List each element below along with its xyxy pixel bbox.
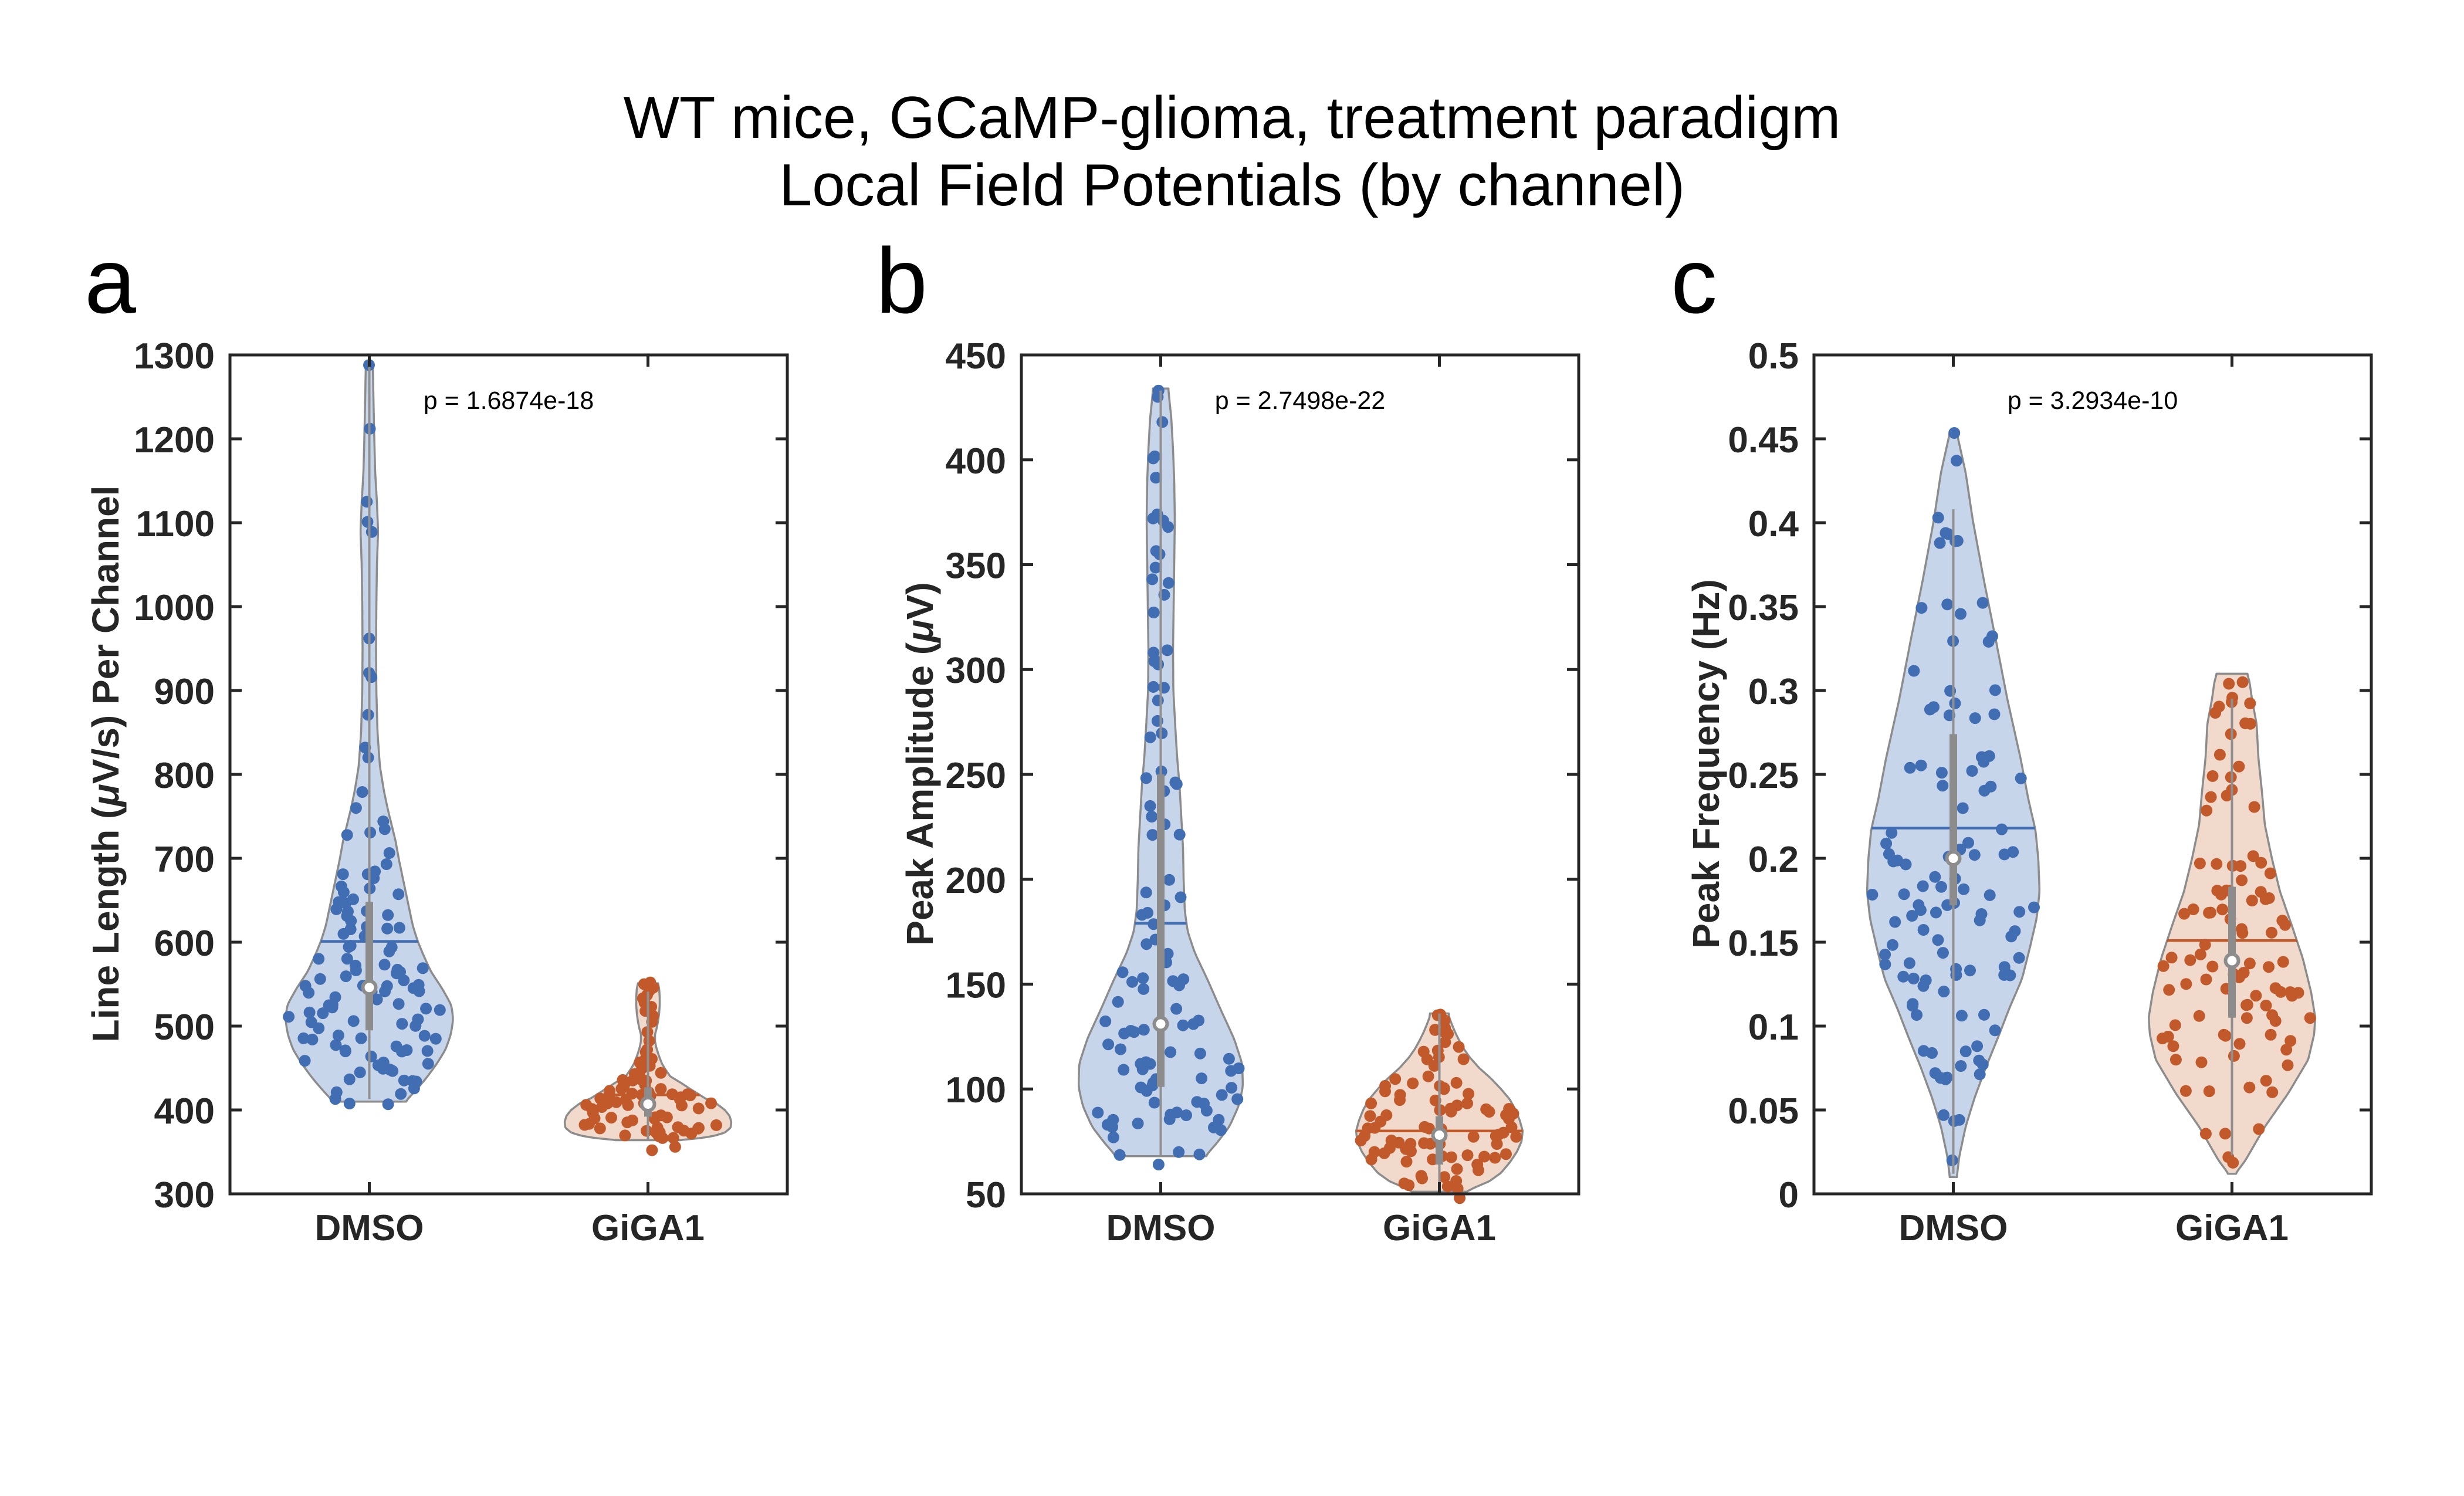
svg-text:1300: 1300 — [134, 336, 215, 377]
svg-text:400: 400 — [154, 1091, 215, 1132]
svg-text:WT mice, GCaMP-glioma, treatme: WT mice, GCaMP-glioma, treatment paradig… — [624, 85, 1841, 151]
svg-text:0.35: 0.35 — [1728, 588, 1799, 628]
svg-text:200: 200 — [946, 861, 1006, 901]
svg-text:300: 300 — [946, 651, 1006, 691]
svg-text:0.25: 0.25 — [1728, 756, 1799, 796]
svg-text:100: 100 — [946, 1070, 1006, 1111]
svg-text:0.3: 0.3 — [1748, 672, 1799, 712]
svg-text:Peak Amplitude (μV): Peak Amplitude (μV) — [899, 582, 941, 945]
svg-text:Line Length (μV/s) Per Channel: Line Length (μV/s) Per Channel — [84, 486, 127, 1043]
svg-text:p = 3.2934e-10: p = 3.2934e-10 — [2008, 387, 2178, 415]
svg-text:1200: 1200 — [134, 420, 215, 461]
svg-text:Peak Frequency (Hz): Peak Frequency (Hz) — [1685, 579, 1727, 949]
svg-text:b: b — [876, 229, 928, 333]
svg-text:0.2: 0.2 — [1748, 840, 1799, 880]
svg-text:DMSO: DMSO — [315, 1208, 424, 1248]
svg-text:a: a — [84, 229, 136, 333]
svg-text:p = 1.6874e-18: p = 1.6874e-18 — [424, 387, 594, 415]
svg-text:DMSO: DMSO — [1899, 1208, 2008, 1248]
svg-text:50: 50 — [966, 1175, 1006, 1216]
svg-text:0.15: 0.15 — [1728, 923, 1799, 964]
svg-text:250: 250 — [946, 756, 1006, 796]
svg-text:450: 450 — [946, 336, 1006, 377]
svg-text:0.05: 0.05 — [1728, 1091, 1799, 1132]
svg-text:c: c — [1671, 229, 1717, 333]
svg-text:GiGA1: GiGA1 — [591, 1208, 705, 1248]
svg-text:0.4: 0.4 — [1748, 504, 1799, 544]
svg-text:GiGA1: GiGA1 — [1383, 1208, 1496, 1248]
svg-text:600: 600 — [154, 923, 215, 964]
svg-text:300: 300 — [154, 1175, 215, 1216]
svg-text:0.1: 0.1 — [1748, 1007, 1799, 1048]
svg-text:0: 0 — [1779, 1175, 1799, 1216]
svg-text:GiGA1: GiGA1 — [2175, 1208, 2289, 1248]
svg-text:350: 350 — [946, 546, 1006, 587]
svg-text:0.45: 0.45 — [1728, 420, 1799, 461]
svg-text:1100: 1100 — [136, 504, 215, 544]
svg-text:150: 150 — [946, 966, 1006, 1006]
svg-text:900: 900 — [154, 672, 215, 712]
svg-text:700: 700 — [154, 840, 215, 880]
svg-text:1000: 1000 — [134, 588, 215, 628]
svg-text:0.5: 0.5 — [1748, 336, 1799, 377]
svg-text:DMSO: DMSO — [1106, 1208, 1216, 1248]
svg-text:400: 400 — [946, 441, 1006, 482]
svg-text:Local Field Potentials (by cha: Local Field Potentials (by channel) — [779, 153, 1685, 218]
svg-text:500: 500 — [154, 1007, 215, 1048]
svg-text:p = 2.7498e-22: p = 2.7498e-22 — [1215, 387, 1386, 415]
svg-text:800: 800 — [154, 756, 215, 796]
